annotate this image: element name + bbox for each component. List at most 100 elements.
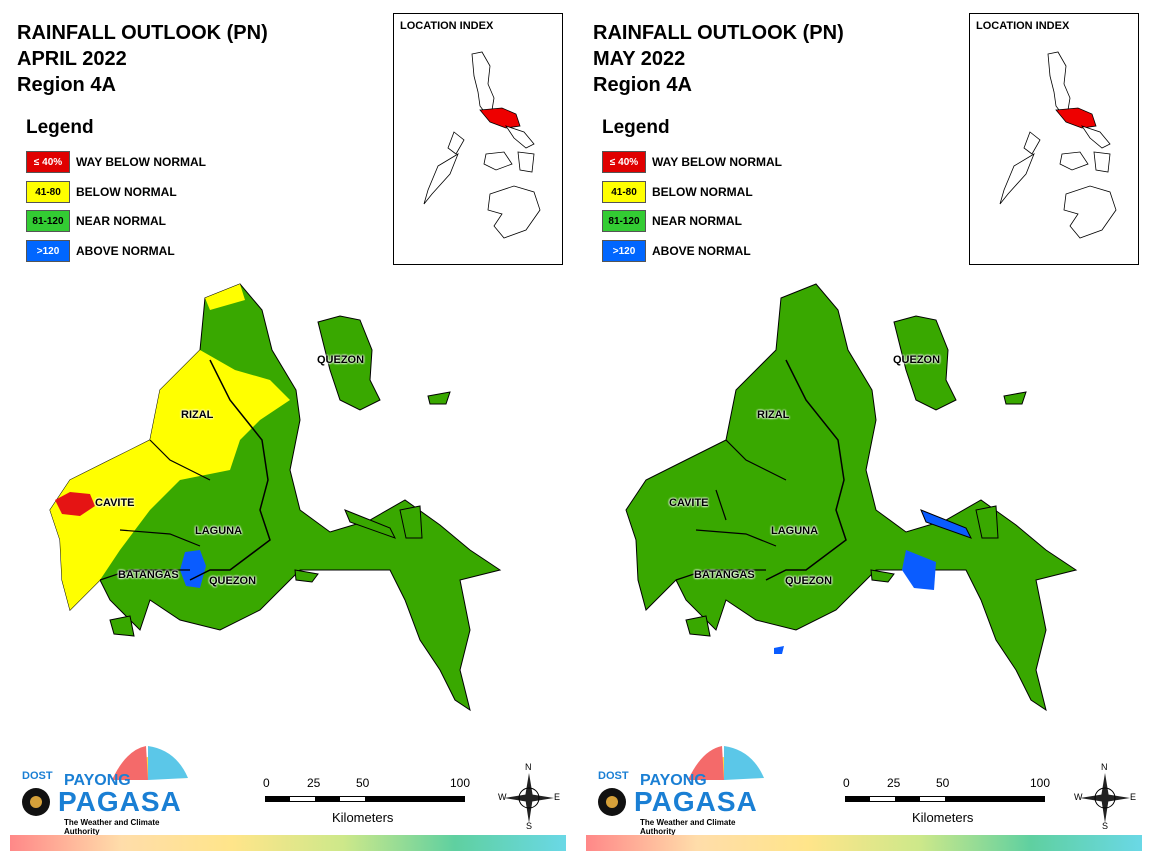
legend-label: ABOVE NORMAL bbox=[652, 244, 751, 258]
title-line-region: Region 4A bbox=[593, 74, 692, 96]
region-4a-map-april bbox=[49, 283, 502, 712]
logo-dost: DOST bbox=[598, 770, 629, 782]
legend-swatch: >120 bbox=[26, 240, 70, 262]
above-normal-zone bbox=[920, 509, 973, 539]
panel-title: RAINFALL OUTLOOK (PN) MAY 2022 Region 4A bbox=[593, 20, 844, 98]
label-quezon-north: QUEZON bbox=[317, 354, 365, 366]
way-below-normal-zone bbox=[55, 492, 95, 516]
label-rizal: RIZAL bbox=[181, 409, 214, 421]
title-line-month: APRIL 2022 bbox=[17, 48, 127, 70]
legend-swatch: 81-120 bbox=[602, 210, 646, 232]
compass-e: E bbox=[554, 792, 561, 802]
scale-unit: Kilometers bbox=[332, 810, 394, 825]
philippines-outline-map bbox=[423, 51, 541, 239]
label-quezon: QUEZON bbox=[785, 575, 833, 587]
legend-swatch: ≤ 40% bbox=[602, 151, 646, 173]
legend-item-near: 81-120 NEAR NORMAL bbox=[602, 210, 742, 232]
scale-tick-50: 50 bbox=[356, 776, 370, 790]
outlook-panel-april: RAINFALL OUTLOOK (PN) APRIL 2022 Region … bbox=[10, 13, 566, 851]
payong-pagasa-logo: DOST PAYONG PAGASA The Weather and Clima… bbox=[592, 740, 772, 836]
legend-item-above: >120 ABOVE NORMAL bbox=[602, 240, 751, 262]
logo-payong: PAYONG bbox=[640, 772, 707, 789]
label-cavite: CAVITE bbox=[95, 497, 135, 509]
legend-item-way-below: ≤ 40% WAY BELOW NORMAL bbox=[26, 151, 207, 173]
legend-item-near: 81-120 NEAR NORMAL bbox=[26, 210, 166, 232]
above-normal-zone bbox=[180, 550, 206, 588]
logo-pagasa: PAGASA bbox=[634, 786, 758, 817]
label-quezon-north: QUEZON bbox=[893, 354, 941, 366]
legend-label: BELOW NORMAL bbox=[76, 185, 177, 199]
legend-label: NEAR NORMAL bbox=[76, 214, 166, 228]
label-quezon: QUEZON bbox=[209, 575, 257, 587]
scale-tick-0: 0 bbox=[263, 776, 270, 790]
region-4a-map-may bbox=[625, 283, 1078, 712]
scale-unit: Kilometers bbox=[912, 810, 974, 825]
legend-label: NEAR NORMAL bbox=[652, 214, 742, 228]
legend-swatch: 81-120 bbox=[26, 210, 70, 232]
logo-dost: DOST bbox=[22, 770, 53, 782]
footer-gradient-bar bbox=[586, 835, 1142, 851]
north-arrow-compass: N S W E bbox=[1074, 762, 1137, 831]
payong-pagasa-logo: DOST PAYONG PAGASA The Weather and Clima… bbox=[16, 740, 196, 836]
polillo-island bbox=[317, 315, 381, 411]
legend-label: ABOVE NORMAL bbox=[76, 244, 175, 258]
scale-bar-graphic bbox=[845, 796, 1045, 802]
scale-tick-50: 50 bbox=[936, 776, 950, 790]
location-index-title: LOCATION INDEX bbox=[400, 20, 494, 32]
polillo-island bbox=[893, 315, 957, 411]
scale-bar-graphic bbox=[265, 796, 465, 802]
title-line-region: Region 4A bbox=[17, 74, 116, 96]
above-normal-zone bbox=[774, 646, 784, 654]
compass-n: N bbox=[1101, 762, 1108, 772]
compass-s: S bbox=[1102, 821, 1109, 831]
scale-tick-0: 0 bbox=[843, 776, 850, 790]
compass-w: W bbox=[1074, 792, 1083, 802]
legend-swatch: >120 bbox=[602, 240, 646, 262]
panel-title: RAINFALL OUTLOOK (PN) APRIL 2022 Region … bbox=[17, 20, 268, 98]
legend-title: Legend bbox=[26, 117, 94, 138]
scale-tick-25: 25 bbox=[307, 776, 321, 790]
north-arrow-compass: N S W E bbox=[498, 762, 561, 831]
legend-title: Legend bbox=[602, 117, 670, 138]
quezon-mainland bbox=[625, 283, 1078, 712]
legend-swatch: 41-80 bbox=[26, 181, 70, 203]
logo-tagline: The Weather and Climate Authority bbox=[64, 818, 160, 836]
compass-w: W bbox=[498, 792, 507, 802]
scale-tick-100: 100 bbox=[450, 776, 471, 790]
legend-item-above: >120 ABOVE NORMAL bbox=[26, 240, 175, 262]
logo-tagline: The Weather and Climate Authority bbox=[640, 818, 736, 836]
logo-pagasa: PAGASA bbox=[58, 786, 182, 817]
title-line-1: RAINFALL OUTLOOK (PN) bbox=[17, 22, 268, 44]
legend-label: WAY BELOW NORMAL bbox=[652, 155, 783, 169]
legend-item-below: 41-80 BELOW NORMAL bbox=[602, 181, 753, 203]
title-line-1: RAINFALL OUTLOOK (PN) bbox=[593, 22, 844, 44]
scale-bar: 0 25 50 100 Kilometers bbox=[840, 776, 1060, 826]
legend-swatch: ≤ 40% bbox=[26, 151, 70, 173]
location-index-box: LOCATION INDEX bbox=[393, 13, 563, 265]
label-batangas: BATANGAS bbox=[118, 569, 179, 581]
legend-label: WAY BELOW NORMAL bbox=[76, 155, 207, 169]
compass-e: E bbox=[1130, 792, 1137, 802]
legend-label: BELOW NORMAL bbox=[652, 185, 753, 199]
label-batangas: BATANGAS bbox=[694, 569, 755, 581]
legend-item-below: 41-80 BELOW NORMAL bbox=[26, 181, 177, 203]
title-line-month: MAY 2022 bbox=[593, 48, 686, 70]
label-rizal: RIZAL bbox=[757, 409, 790, 421]
label-laguna: LAGUNA bbox=[771, 525, 819, 537]
compass-s: S bbox=[526, 821, 533, 831]
scale-bar: 0 25 50 100 Kilometers bbox=[260, 776, 480, 826]
below-normal-zone bbox=[50, 284, 290, 610]
legend-swatch: 41-80 bbox=[602, 181, 646, 203]
scale-tick-25: 25 bbox=[887, 776, 901, 790]
philippines-outline-map bbox=[999, 51, 1117, 239]
label-cavite: CAVITE bbox=[669, 497, 709, 509]
outlook-panel-may: RAINFALL OUTLOOK (PN) MAY 2022 Region 4A… bbox=[576, 0, 1152, 864]
label-laguna: LAGUNA bbox=[195, 525, 243, 537]
location-index-title: LOCATION INDEX bbox=[976, 20, 1070, 32]
scale-tick-100: 100 bbox=[1030, 776, 1051, 790]
above-normal-zone bbox=[902, 550, 936, 590]
legend-item-way-below: ≤ 40% WAY BELOW NORMAL bbox=[602, 151, 783, 173]
logo-payong: PAYONG bbox=[64, 772, 131, 789]
footer-gradient-bar bbox=[10, 835, 566, 851]
location-index-box: LOCATION INDEX bbox=[969, 13, 1139, 265]
